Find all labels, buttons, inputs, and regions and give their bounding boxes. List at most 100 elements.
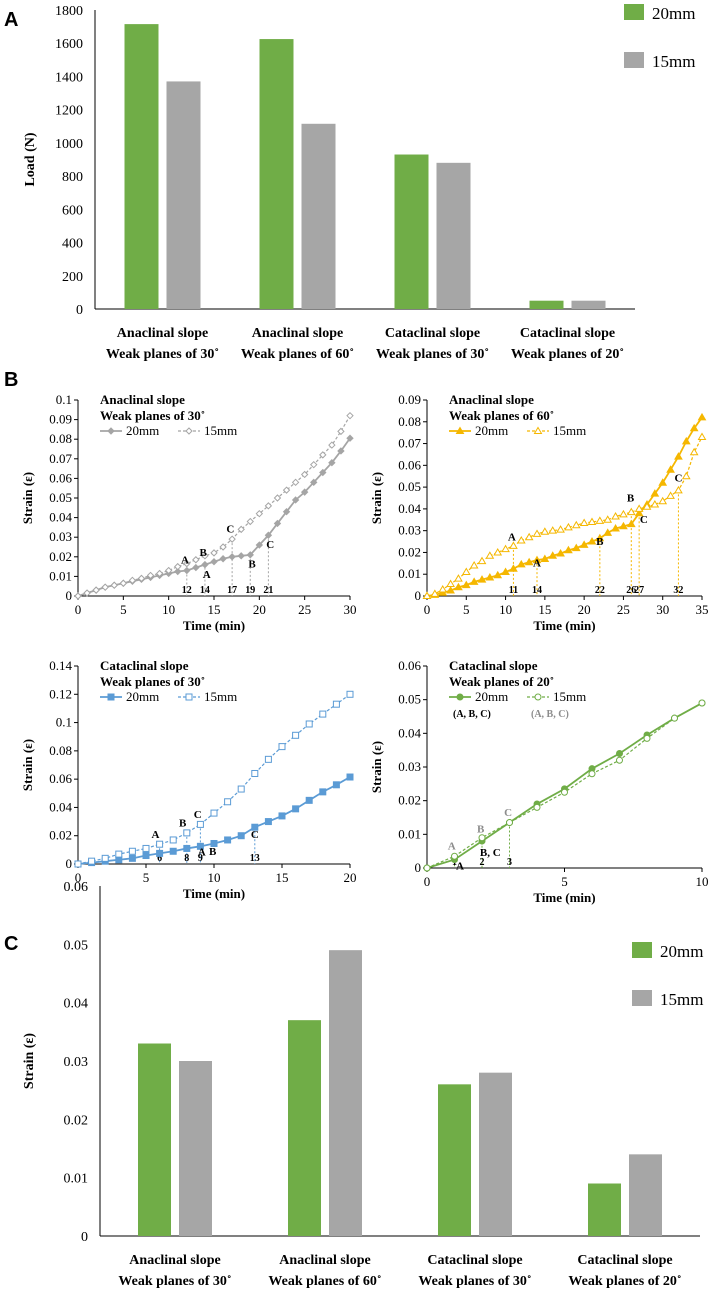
data-point-20mm: [509, 564, 518, 572]
data-point-15mm: [305, 720, 313, 728]
reference-line-label: 13: [250, 853, 260, 864]
data-point-15mm: [196, 820, 204, 828]
category-label: Anaclinal slope: [279, 1253, 370, 1268]
category-label: Cataclinal slope: [385, 326, 480, 341]
data-point-15mm: [697, 432, 707, 441]
panel-label-b: B: [4, 369, 18, 391]
reference-line-label: 22: [595, 585, 605, 596]
bar-20mm-2: [288, 1020, 321, 1236]
chart-subtitle: Weak planes of 30˚: [100, 408, 205, 423]
data-point-15mm: [319, 451, 327, 459]
data-point-20mm: [485, 572, 495, 581]
x-tick-label: 20: [344, 870, 357, 885]
x-tick-label: 25: [617, 602, 630, 617]
data-point-15mm: [493, 547, 503, 556]
y-tick-label: 600: [62, 203, 83, 218]
category-label: Weak planes of 60˚: [268, 1274, 381, 1289]
point-label: A: [181, 555, 189, 567]
x-tick-label: 10: [162, 602, 175, 617]
bar-20mm-4: [588, 1183, 621, 1236]
legend-marker-20mm: [456, 693, 464, 701]
y-axis-label: Strain (ε): [20, 472, 35, 524]
y-tick-label: 0.01: [64, 1172, 89, 1187]
point-label: A: [152, 829, 160, 841]
x-tick-label: 20: [253, 602, 266, 617]
category-label: Weak planes of 20˚: [511, 347, 624, 362]
data-point-15mm: [237, 525, 245, 534]
chart-panel-b2: 0 0.01 0.02 0.03 0.04 0.05 0.06 0.07 0.08 0.09 0 5 1…: [369, 392, 709, 633]
data-point-15mm: [643, 734, 651, 742]
reference-line-label: 12: [182, 585, 192, 596]
data-point-15mm: [310, 460, 318, 469]
data-point-20mm: [603, 528, 613, 536]
bar-15mm-2: [301, 123, 336, 310]
data-point-15mm: [674, 485, 683, 494]
data-point-15mm: [137, 574, 146, 583]
legend-note: (A, B, C): [453, 709, 491, 720]
data-point-15mm: [548, 526, 558, 534]
legend-marker-15mm: [534, 693, 542, 701]
x-tick-label: 5: [561, 874, 568, 889]
data-point-20mm: [454, 582, 463, 591]
legend-marker-15mm: [185, 427, 193, 435]
data-point-20mm: [251, 823, 259, 831]
bar-15mm-4: [571, 300, 606, 309]
chart-panel-a: 0 200 400 600 800 1000 1200 1400 1600 1800 Load (N…: [23, 4, 695, 362]
data-point-15mm: [540, 527, 550, 535]
data-point-15mm: [451, 852, 458, 860]
data-point-15mm: [485, 551, 495, 559]
y-tick-label: 800: [62, 170, 83, 185]
data-point-20mm: [219, 555, 227, 563]
y-tick-label: 0: [415, 860, 422, 875]
y-tick-label: 0.01: [398, 566, 421, 581]
point-label: A: [198, 847, 206, 859]
data-point-15mm: [319, 710, 327, 718]
chart-subtitle: Weak planes of 60˚: [449, 408, 554, 423]
point-label: B: [477, 824, 485, 836]
y-tick-label: 0.03: [64, 1055, 89, 1070]
x-tick-label: 10: [208, 870, 221, 885]
data-point-15mm: [156, 840, 164, 848]
data-point-15mm: [650, 500, 660, 508]
legend-label-20mm: 20mm: [126, 423, 159, 438]
data-point-15mm: [579, 518, 589, 527]
data-point-20mm: [469, 577, 479, 585]
point-label: C: [266, 539, 274, 551]
point-label: A: [533, 558, 541, 570]
data-point-20mm: [183, 844, 191, 852]
data-point-15mm: [183, 559, 191, 568]
point-label: A: [456, 861, 464, 873]
data-point-20mm: [115, 856, 123, 864]
data-point-20mm: [501, 567, 510, 576]
chart-title: Cataclinal slope: [449, 658, 538, 673]
y-tick-label: 0.02: [398, 544, 421, 559]
category-label: Anaclinal slope: [252, 326, 343, 341]
data-point-20mm: [264, 818, 272, 826]
data-point-20mm: [142, 852, 150, 860]
data-point-20mm: [556, 549, 565, 557]
y-tick-label: 1400: [55, 70, 83, 85]
data-point-20mm: [626, 519, 636, 528]
data-point-15mm: [292, 731, 300, 739]
bar-20mm-3: [438, 1084, 471, 1236]
chart-subtitle: Weak planes of 30˚: [100, 674, 205, 689]
data-point-20mm: [346, 773, 354, 781]
y-tick-label: 0.01: [49, 568, 72, 583]
data-point-15mm: [291, 478, 300, 487]
data-point-15mm: [264, 755, 272, 763]
x-tick-label: 30: [344, 602, 357, 617]
data-point-20mm: [674, 452, 683, 460]
data-point-20mm: [192, 563, 200, 572]
legend-label-15mm: 15mm: [652, 52, 695, 71]
data-point-15mm: [346, 411, 354, 420]
y-tick-label: 0.08: [398, 414, 421, 429]
legend-marker-15mm: [185, 693, 193, 701]
data-point-20mm: [291, 496, 300, 504]
y-tick-label: 0.14: [49, 658, 72, 673]
data-point-20mm: [237, 552, 245, 560]
reference-line-label: 17: [227, 585, 237, 596]
y-tick-label: 0.05: [64, 938, 89, 953]
legend-swatch-20mm: [632, 942, 652, 958]
data-point-20mm: [587, 537, 597, 545]
chart-title: Cataclinal slope: [100, 658, 189, 673]
